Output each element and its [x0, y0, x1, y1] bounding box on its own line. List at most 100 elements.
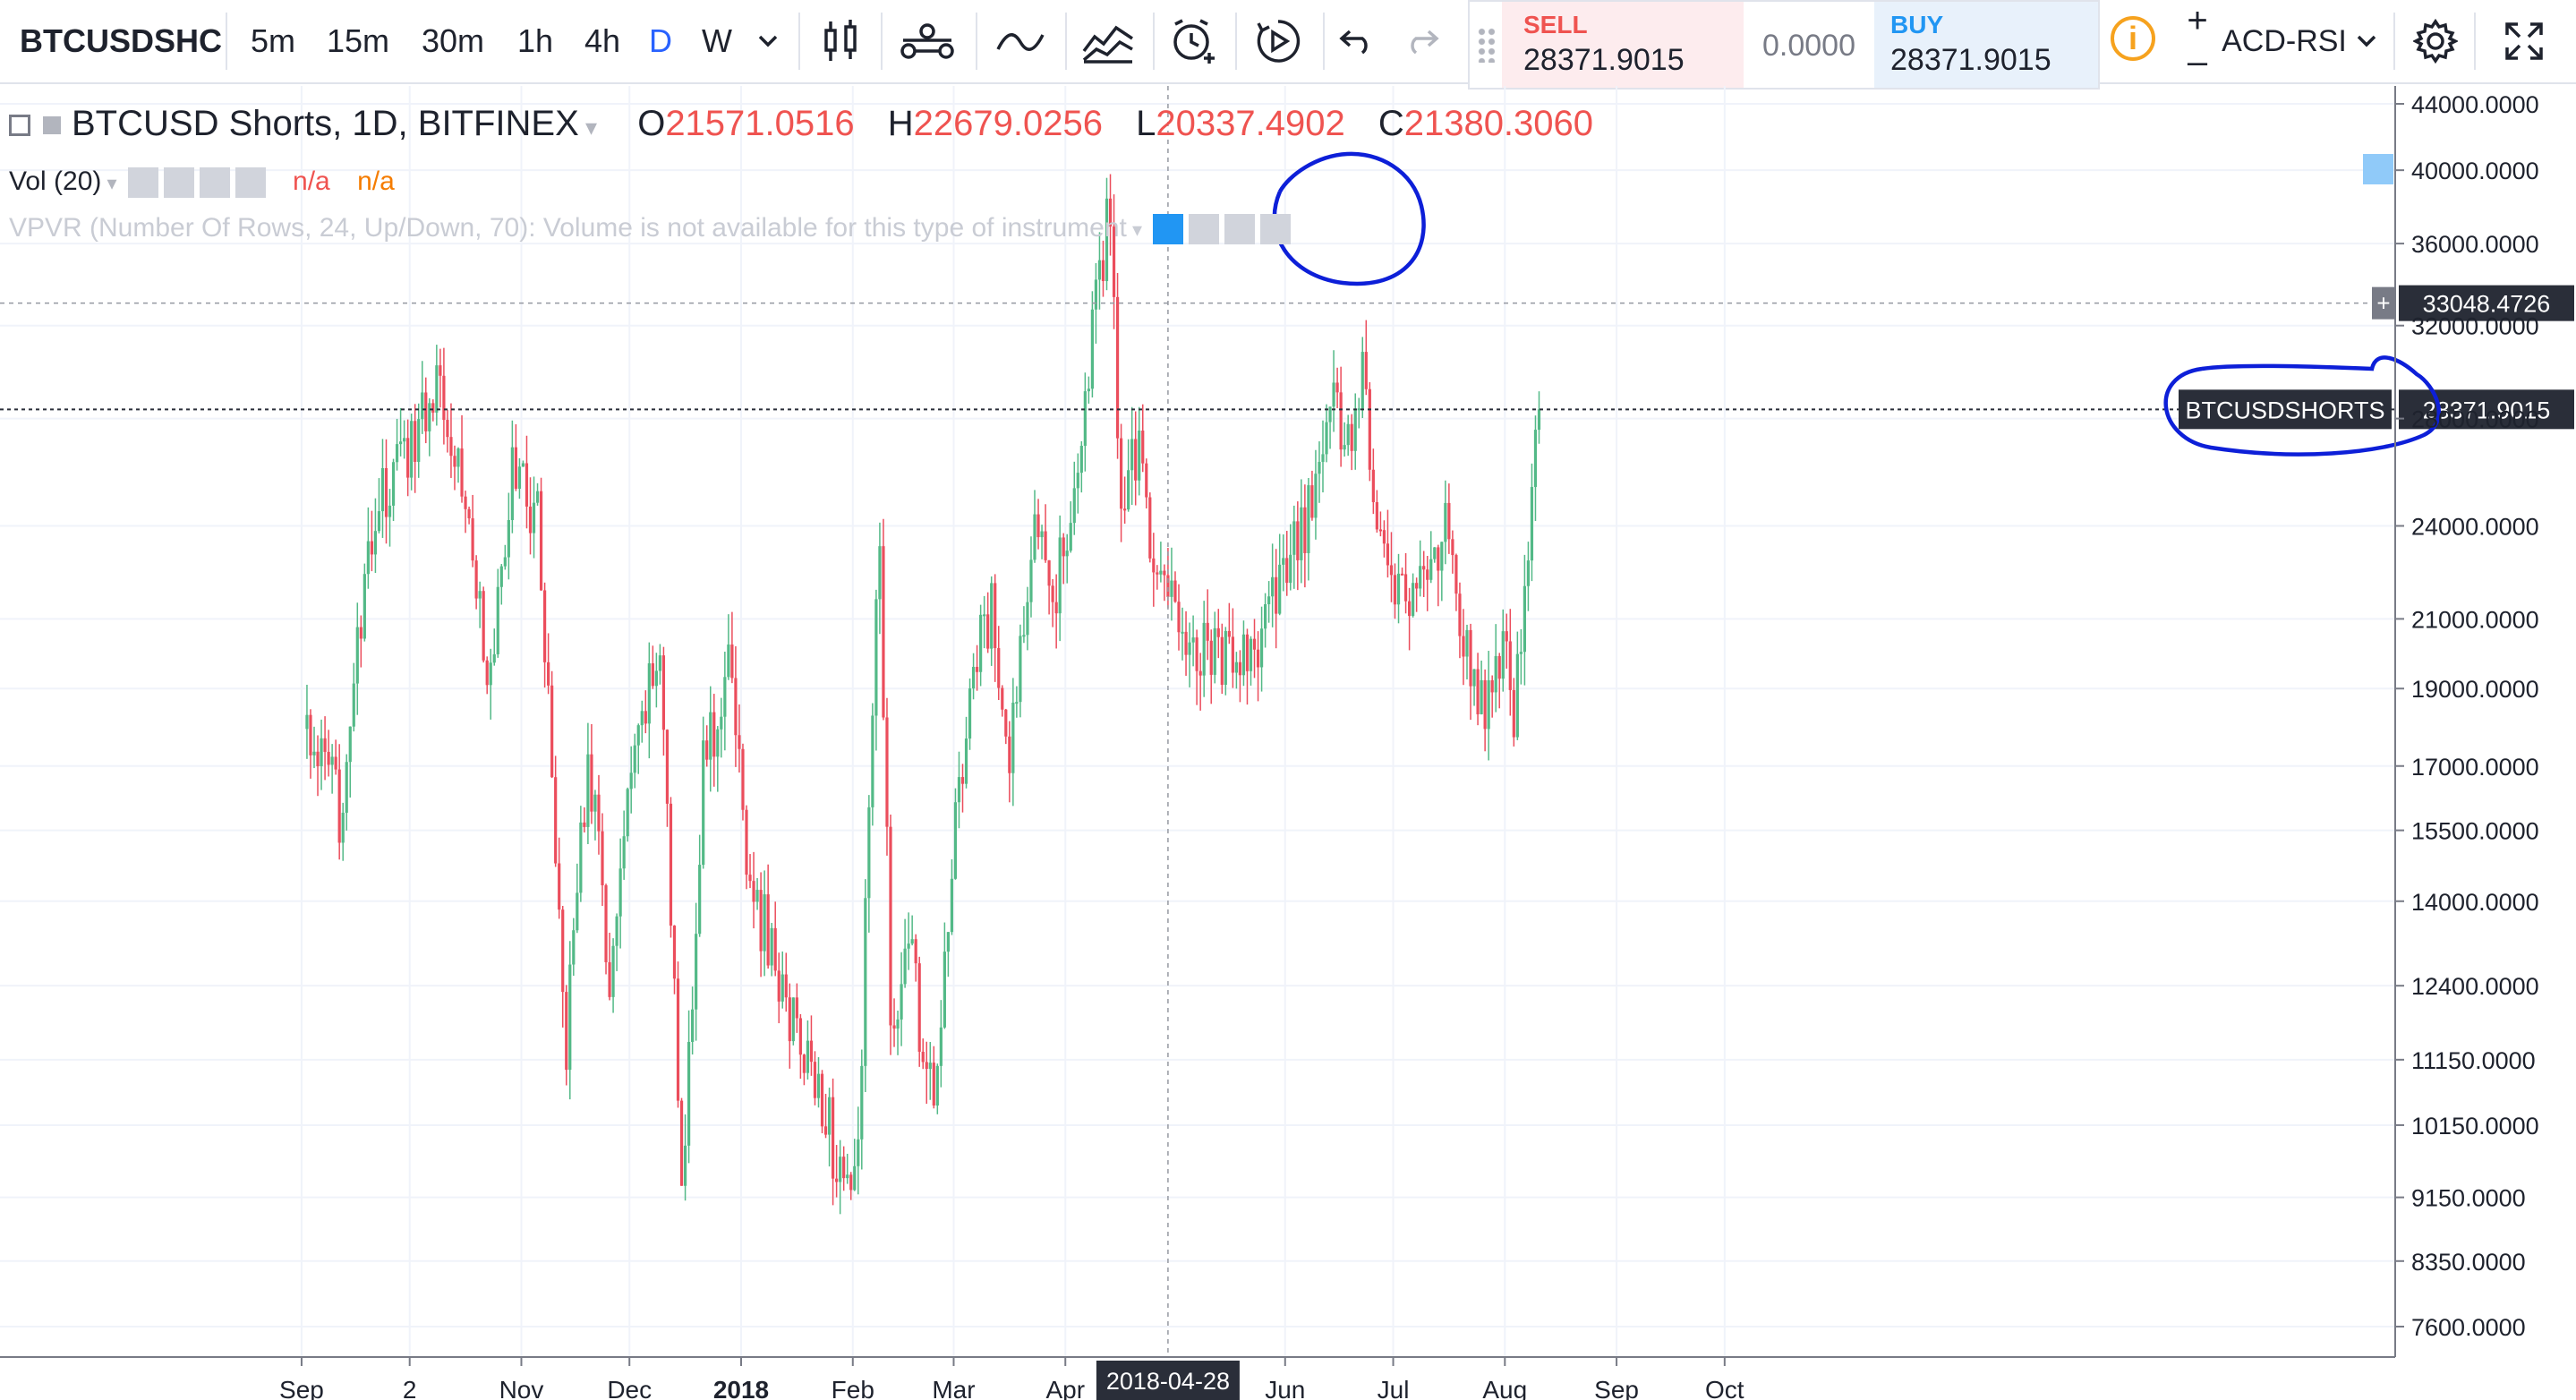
candle-body	[759, 890, 763, 952]
candle-body	[1001, 687, 1004, 710]
candle	[1314, 449, 1318, 540]
candle	[788, 983, 791, 1069]
collapse-legend-icon[interactable]	[9, 115, 30, 137]
interval-w[interactable]: W	[702, 22, 732, 59]
compare-icon[interactable]	[891, 0, 963, 82]
last-price-label: 28371.9015	[2423, 397, 2551, 423]
x-tick-label: 2018	[713, 1376, 769, 1400]
candle	[1296, 501, 1300, 591]
more-icon[interactable]	[1224, 214, 1256, 245]
candle	[1209, 629, 1213, 704]
symbol-search[interactable]: BTCUSDSHC	[20, 22, 223, 59]
candle	[827, 1088, 832, 1167]
candle-body	[1523, 585, 1526, 653]
candle-body	[1224, 630, 1227, 685]
buy-button[interactable]	[1874, 2, 2098, 88]
candle	[971, 653, 976, 700]
drag-handle-icon[interactable]	[1477, 27, 1497, 63]
decrease-button[interactable]: –	[2187, 41, 2208, 81]
vpvr-label[interactable]: VPVR (Number Of Rows, 24, Up/Down, 70): …	[9, 213, 1127, 243]
candle	[1256, 631, 1260, 702]
x-tick-label: Sep	[1594, 1376, 1639, 1400]
candle	[348, 726, 352, 798]
candle-body	[579, 822, 583, 893]
redo-icon[interactable]	[1396, 0, 1446, 82]
candle	[647, 642, 651, 759]
candle	[946, 932, 950, 977]
interval-5m[interactable]: 5m	[250, 22, 295, 59]
candle-body	[679, 1100, 684, 1186]
candle	[1462, 609, 1465, 686]
candle-body	[997, 648, 1001, 688]
visibility-icon[interactable]	[1153, 214, 1184, 245]
candle	[1325, 404, 1328, 463]
templates-icon[interactable]	[1072, 0, 1144, 82]
candle	[1245, 628, 1250, 705]
candle-body	[1389, 565, 1394, 576]
settings-gear-icon[interactable]	[2404, 0, 2467, 82]
interval-15m[interactable]: 15m	[326, 22, 390, 59]
candle-body	[1062, 537, 1065, 557]
candle-body	[777, 970, 780, 1002]
interval-1h[interactable]: 1h	[516, 22, 554, 59]
candle-body	[565, 992, 568, 1071]
candle-type-icon[interactable]	[809, 0, 872, 82]
candle-body	[798, 1018, 802, 1055]
candle-body	[867, 807, 871, 899]
candle-body	[672, 926, 677, 979]
candle	[345, 754, 348, 831]
indicator-dropdown-icon[interactable]	[2349, 0, 2384, 82]
candle-body	[618, 868, 622, 917]
candle-body	[903, 948, 907, 985]
candle	[1343, 422, 1346, 457]
indicator-menu[interactable]: ACD-RSI	[2222, 23, 2347, 58]
undo-icon[interactable]	[1332, 0, 1382, 82]
candle-body	[1429, 559, 1433, 580]
settings-icon[interactable]	[163, 167, 194, 199]
candle-body	[1101, 260, 1105, 281]
candle-body	[1058, 537, 1062, 614]
volume-label[interactable]: Vol (20)	[9, 166, 102, 196]
y-tick-label: 24000.0000	[2411, 514, 2539, 541]
settings-icon[interactable]	[1189, 214, 1220, 245]
candle-body	[334, 756, 337, 770]
interval-30m[interactable]: 30m	[421, 22, 485, 59]
more-icon[interactable]	[199, 167, 230, 199]
volume-value-1: n/a	[293, 166, 330, 196]
candle-body	[478, 591, 482, 599]
candle	[359, 615, 363, 668]
alert-icon[interactable]	[1158, 0, 1230, 82]
candle-body	[1033, 514, 1036, 560]
interval-4h[interactable]: 4h	[584, 22, 621, 59]
indicators-icon[interactable]	[985, 0, 1056, 82]
interval-dropdown-icon[interactable]	[750, 0, 786, 82]
replay-icon[interactable]	[1242, 0, 1314, 82]
candle	[391, 458, 396, 521]
candle-body	[305, 714, 309, 730]
close-icon[interactable]	[235, 167, 266, 199]
candle-body	[910, 939, 914, 944]
interval-d[interactable]: D	[649, 22, 672, 59]
candle-body	[539, 491, 543, 591]
legend-title[interactable]: BTCUSD Shorts, 1D, BITFINEX	[72, 104, 579, 143]
sell-button[interactable]	[1502, 2, 1744, 88]
candle	[885, 697, 889, 856]
info-icon[interactable]: i	[2111, 16, 2155, 61]
candle	[816, 1057, 821, 1108]
candle	[1472, 669, 1476, 706]
candle-body	[935, 1065, 939, 1106]
increase-button[interactable]: +	[2187, 0, 2208, 40]
visibility-icon[interactable]	[127, 167, 158, 199]
candle-body	[802, 1054, 806, 1073]
candle-body	[561, 909, 565, 993]
candle	[994, 574, 997, 682]
scroll-arrows-icon[interactable]	[2363, 154, 2393, 184]
candle-body	[633, 745, 636, 773]
candle-body	[1008, 736, 1011, 773]
close-icon[interactable]	[1260, 214, 1292, 245]
candle-body	[806, 1040, 810, 1073]
fullscreen-icon[interactable]	[2488, 0, 2560, 82]
candle-body	[1454, 555, 1458, 594]
candle	[482, 586, 485, 663]
